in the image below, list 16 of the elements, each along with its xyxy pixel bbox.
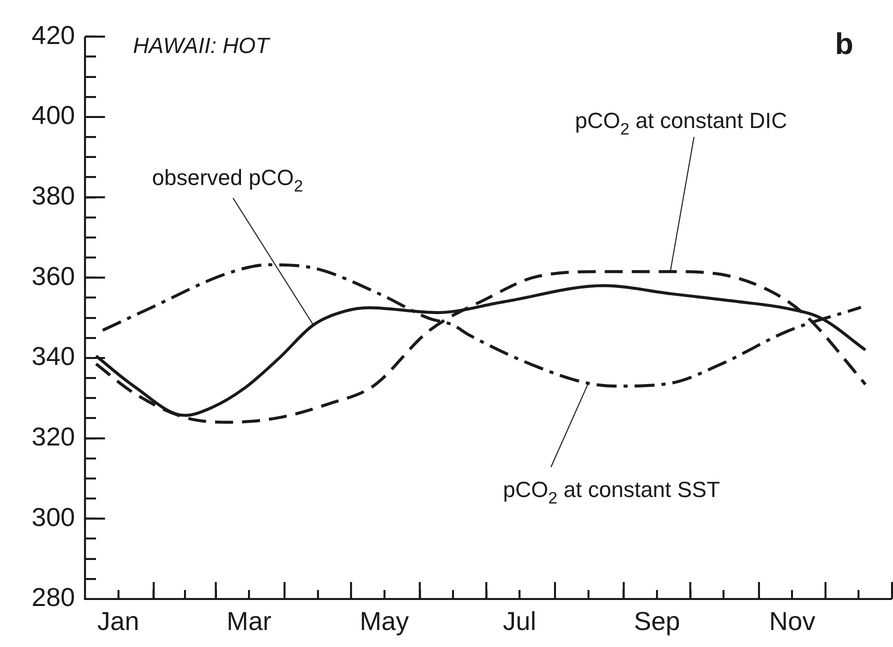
x-tick-label: Mar	[226, 606, 272, 636]
x-tick-label: Sep	[634, 606, 680, 636]
y-tick-label: 320	[32, 421, 75, 452]
y-tick-label: 380	[32, 180, 75, 210]
x-tick-label: Jul	[502, 606, 536, 636]
annotation: b	[835, 28, 854, 61]
y-tick-label: 420	[32, 20, 75, 50]
y-tick-label: 340	[32, 341, 75, 372]
y-tick-label: 400	[32, 100, 75, 130]
x-tick-label: May	[360, 606, 409, 636]
y-tick-label: 360	[32, 260, 75, 291]
x-tick-label: Jan	[97, 606, 140, 636]
y-tick-label: 300	[32, 502, 75, 532]
x-tick-label: Nov	[769, 606, 816, 636]
y-tick-label: 280	[32, 582, 75, 612]
annotation: HAWAII: HOT	[133, 33, 271, 58]
